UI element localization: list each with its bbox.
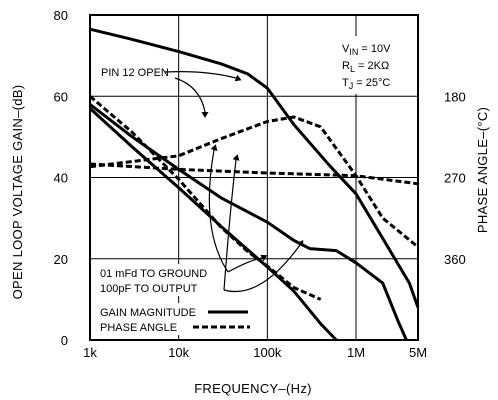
arrow-head (234, 74, 242, 82)
leader-line (227, 257, 263, 273)
annotation-pin12-bg (98, 65, 168, 79)
legend: GAIN MAGNITUDE PHASE ANGLE (97, 303, 257, 335)
plot-border (89, 14, 419, 341)
legend-bg (97, 303, 257, 335)
x-tick-label: 5M (409, 345, 427, 360)
phase-curve-6 (89, 162, 419, 186)
condition-line: TJ = 25°C (342, 77, 390, 91)
x-tick-label: 1k (83, 345, 97, 360)
condition-line: RL = 2KΩ (342, 60, 389, 74)
plot-frame (89, 14, 419, 341)
legend-label-phase: PHASE ANGLE (100, 322, 177, 334)
annotation-pin12-label: PIN 12 OPEN (101, 67, 169, 79)
y-axis-title: OPEN LOOP VOLTAGE GAIN–(dB) (10, 85, 25, 300)
y-tick-label: 0 (61, 333, 68, 348)
annotation-pin12-open: PIN 12 OPEN (98, 65, 169, 79)
annotation-caps-bg (97, 264, 225, 296)
legend-label-gain: GAIN MAGNITUDE (100, 307, 196, 319)
arrow-head (201, 112, 209, 118)
x-tick-label: 10k (168, 345, 189, 360)
conditions-bg (338, 36, 414, 94)
leader-line (223, 244, 301, 292)
annotation-arrows (164, 71, 304, 292)
arrow-head (232, 154, 240, 161)
phase-curve-4 (89, 95, 322, 301)
y2-tick-label: 180 (444, 89, 466, 104)
y-tick-label: 80 (54, 8, 68, 23)
condition-line: VIN = 10V (342, 43, 391, 57)
x-tick-label: 100k (253, 345, 282, 360)
leader-line (223, 159, 237, 291)
gain-curve-1 (89, 27, 420, 308)
x-axis-title: FREQUENCY–(Hz) (194, 381, 312, 396)
arrow-head (260, 254, 268, 262)
tick-labels: 1k 10k 100k 1M 5M 0 20 40 60 80 180 270 360 (54, 8, 466, 360)
test-conditions: VIN = 10V RL = 2KΩ TJ = 25°C (338, 36, 414, 94)
y-tick-label: 20 (54, 252, 68, 267)
x-tick-label: 1M (347, 345, 365, 360)
y2-tick-label: 270 (444, 171, 466, 186)
y2-axis-title: PHASE ANGLE–(°C) (475, 107, 490, 233)
leader-line (164, 71, 237, 79)
y-tick-label: 60 (54, 89, 68, 104)
annotation-capacitors: 01 mFd TO GROUND 100pF TO OUTPUT (97, 264, 225, 296)
arrow-head (297, 240, 304, 247)
leader-line (174, 77, 206, 113)
y2-tick-label: 360 (444, 252, 466, 267)
arrow-head (210, 144, 218, 152)
gain-curve-2 (88, 107, 338, 342)
annotation-cap-ground-label: 01 mFd TO GROUND (100, 268, 207, 280)
annotation-cap-output-label: 100pF TO OUTPUT (100, 283, 198, 295)
y-tick-label: 40 (54, 171, 68, 186)
phase-curve-5 (89, 115, 419, 249)
leader-line (208, 149, 229, 273)
